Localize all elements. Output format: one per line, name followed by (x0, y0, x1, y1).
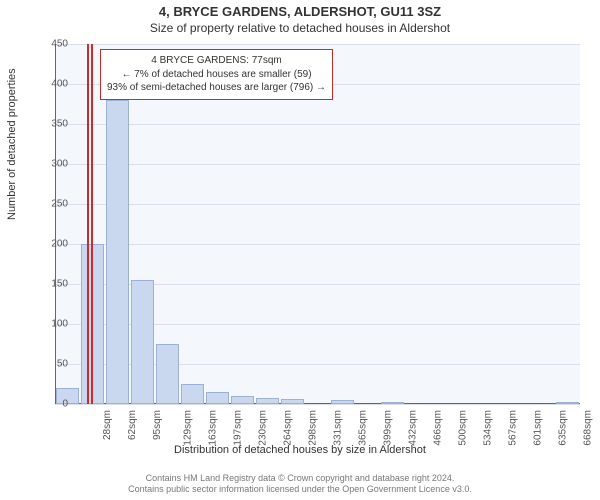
x-tick-label: 365sqm (357, 410, 368, 446)
x-axis-label: Distribution of detached houses by size … (0, 444, 600, 456)
x-tick-label: 567sqm (507, 410, 518, 446)
histogram-bar (256, 398, 280, 404)
y-tick-label: 200 (38, 239, 68, 250)
y-tick-label: 250 (38, 199, 68, 210)
y-tick-label: 0 (38, 399, 68, 410)
gridline (55, 44, 580, 45)
histogram-bar (381, 402, 405, 404)
y-axis-label: Number of detached properties (6, 68, 18, 220)
y-tick-label: 450 (38, 39, 68, 50)
y-tick-label: 50 (38, 359, 68, 370)
x-tick-label: 399sqm (382, 410, 393, 446)
histogram-bar (231, 396, 255, 404)
histogram-bar (331, 400, 355, 404)
x-tick-label: 197sqm (232, 410, 243, 446)
gridline (55, 124, 580, 125)
y-tick-label: 150 (38, 279, 68, 290)
info-callout-box: 4 BRYCE GARDENS: 77sqm ← 7% of detached … (100, 49, 333, 100)
x-tick-label: 298sqm (307, 410, 318, 446)
info-line-smaller: ← 7% of detached houses are smaller (59) (107, 68, 326, 82)
histogram-bar (181, 384, 205, 404)
histogram-bar (206, 392, 230, 404)
info-line-larger: 93% of semi-detached houses are larger (… (107, 81, 326, 95)
histogram-bar (556, 402, 580, 404)
x-tick-label: 163sqm (207, 410, 218, 446)
y-tick-label: 350 (38, 119, 68, 130)
chart-title: 4, BRYCE GARDENS, ALDERSHOT, GU11 3SZ (0, 0, 600, 19)
histogram-bar (106, 100, 130, 404)
gridline (55, 404, 580, 405)
x-tick-label: 500sqm (457, 410, 468, 446)
x-tick-label: 331sqm (332, 410, 343, 446)
x-tick-label: 62sqm (127, 410, 138, 440)
y-tick-label: 400 (38, 79, 68, 90)
info-line-property: 4 BRYCE GARDENS: 77sqm (107, 54, 326, 68)
attribution-line2: Contains public sector information licen… (0, 484, 600, 496)
gridline (55, 204, 580, 205)
x-tick-label: 635sqm (557, 410, 568, 446)
x-tick-label: 534sqm (482, 410, 493, 446)
x-tick-label: 264sqm (282, 410, 293, 446)
histogram-bar (156, 344, 180, 404)
gridline (55, 164, 580, 165)
gridline (55, 244, 580, 245)
histogram-bar (131, 280, 155, 404)
attribution-text: Contains HM Land Registry data © Crown c… (0, 473, 600, 496)
x-tick-label: 95sqm (152, 410, 163, 440)
x-tick-label: 432sqm (407, 410, 418, 446)
x-tick-label: 466sqm (432, 410, 443, 446)
property-marker-line (91, 44, 93, 404)
property-marker-line (87, 44, 89, 404)
histogram-bar (281, 399, 305, 404)
x-tick-label: 601sqm (532, 410, 543, 446)
x-tick-label: 230sqm (257, 410, 268, 446)
attribution-line1: Contains HM Land Registry data © Crown c… (0, 473, 600, 485)
y-tick-label: 300 (38, 159, 68, 170)
x-tick-label: 129sqm (182, 410, 193, 446)
x-tick-label: 668sqm (582, 410, 593, 446)
x-tick-label: 28sqm (102, 410, 113, 440)
chart-subtitle: Size of property relative to detached ho… (0, 19, 600, 39)
y-tick-label: 100 (38, 319, 68, 330)
y-axis-line (55, 44, 56, 404)
